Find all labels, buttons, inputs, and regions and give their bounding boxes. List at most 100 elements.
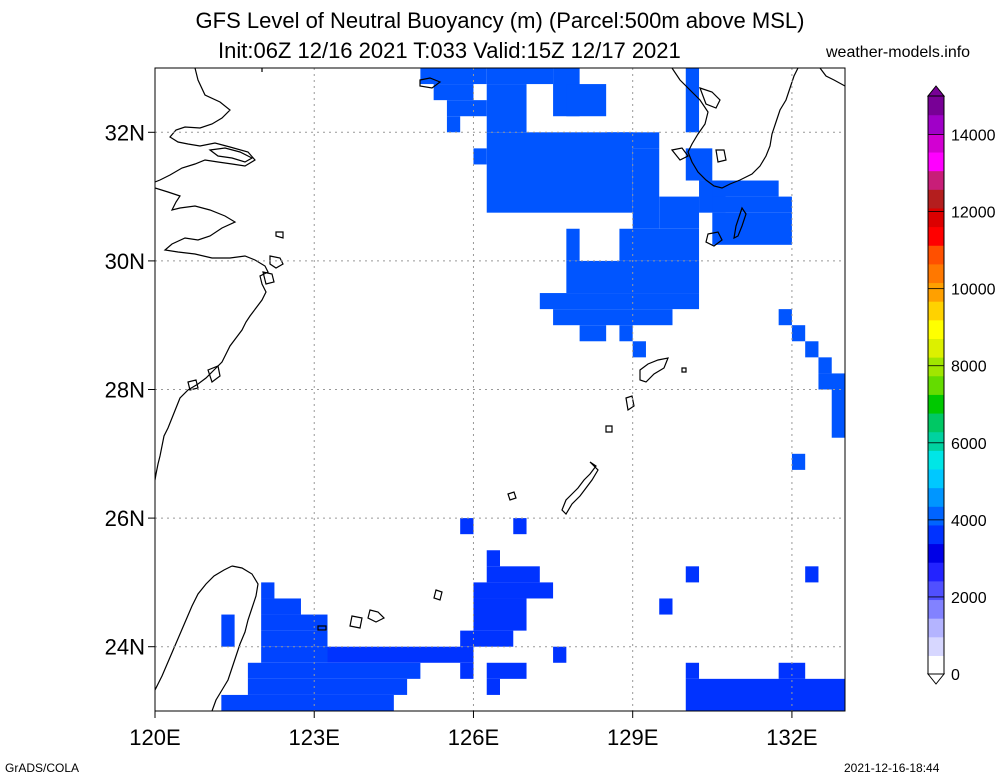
colorbar-segment bbox=[928, 114, 944, 134]
coastline-taiwan bbox=[155, 565, 259, 711]
island-iriomote bbox=[349, 615, 363, 629]
lon-tick-label: 123E bbox=[289, 725, 340, 750]
colorbar-segment bbox=[928, 263, 944, 284]
field-cell bbox=[553, 646, 567, 663]
colorbar-segment bbox=[928, 301, 944, 321]
field-cell bbox=[778, 309, 792, 326]
field-cell bbox=[446, 100, 487, 117]
lat-tick-label: 26N bbox=[105, 506, 145, 531]
axis-ticks: 120E 123E 126E 129E 132E 24N 26N 28N 30N 32N bbox=[105, 120, 818, 750]
field-cell bbox=[685, 148, 713, 181]
colorbar-segment bbox=[928, 468, 944, 489]
colorbar-min-arrow bbox=[926, 673, 946, 685]
coastline-kyushu-west bbox=[698, 87, 721, 109]
colorbar-segment bbox=[928, 133, 944, 153]
island-ishigaki bbox=[367, 609, 386, 623]
island-zhoushan-3 bbox=[275, 231, 284, 239]
field-cell bbox=[791, 325, 806, 342]
colorbar-segment bbox=[928, 618, 944, 638]
colorbar-segment bbox=[928, 226, 944, 246]
render-timestamp: 2021-12-16-18:44 bbox=[844, 761, 940, 775]
colorbar-segment bbox=[928, 394, 944, 414]
island-zhoushan-2 bbox=[262, 271, 275, 285]
map-title: GFS Level of Neutral Buoyancy (m) (Parce… bbox=[195, 8, 805, 33]
colorbar-segment bbox=[928, 487, 944, 507]
field-cell bbox=[566, 260, 700, 294]
colorbar: 0 2000 4000 6000 8000 10000 12000 14000 bbox=[926, 85, 996, 685]
island-kuchinoerabu bbox=[715, 149, 727, 163]
field-cell bbox=[473, 582, 554, 599]
field-cell bbox=[831, 389, 845, 438]
buoyancy-field bbox=[221, 68, 845, 727]
field-cell bbox=[221, 694, 394, 711]
field-cell bbox=[420, 68, 487, 85]
coastline-kyushu bbox=[671, 68, 799, 189]
island-okinoerabu bbox=[605, 425, 613, 433]
colorbar-segment bbox=[928, 338, 944, 358]
island-miyako bbox=[433, 589, 443, 601]
colorbar-segment bbox=[928, 189, 944, 209]
field-cell bbox=[486, 68, 554, 85]
colorbar-segment bbox=[928, 151, 944, 172]
map-subtitle: Init:06Z 12/16 2021 T:033 Valid:15Z 12/1… bbox=[218, 38, 681, 63]
colorbar-segment bbox=[928, 357, 944, 377]
colorbar-label: 14000 bbox=[951, 128, 996, 145]
lon-tick-label: 129E bbox=[607, 725, 658, 750]
field-cell bbox=[261, 598, 301, 615]
colorbar-segment bbox=[928, 319, 944, 339]
colorbar-segment bbox=[928, 375, 944, 395]
colorbar-segment bbox=[928, 636, 944, 656]
field-cell bbox=[460, 518, 474, 535]
colorbar-segment bbox=[928, 655, 944, 675]
field-cell bbox=[486, 566, 540, 583]
field-cell bbox=[685, 68, 700, 133]
island-tokunoshima bbox=[625, 395, 635, 412]
lon-tick-label: 120E bbox=[129, 725, 180, 750]
colorbar-segment bbox=[928, 506, 944, 526]
island-coast-1 bbox=[207, 365, 221, 383]
colorbar-segment bbox=[928, 543, 944, 563]
coastline-shikoku-edge bbox=[819, 68, 845, 87]
field-cell bbox=[712, 212, 792, 245]
colorbar-segment bbox=[928, 282, 944, 302]
island-koshiki bbox=[670, 147, 689, 161]
field-cell bbox=[659, 196, 700, 229]
coastlines bbox=[155, 68, 845, 711]
colorbar-max-arrow bbox=[926, 85, 946, 97]
colorbar-segment bbox=[928, 562, 944, 582]
island-zhoushan-1 bbox=[269, 255, 284, 269]
field-cell bbox=[327, 646, 474, 663]
field-cell bbox=[446, 116, 461, 133]
field-cell bbox=[460, 630, 514, 647]
field-cell bbox=[460, 662, 474, 679]
colorbar-label: 2000 bbox=[951, 590, 987, 607]
lon-tick-label: 132E bbox=[766, 725, 817, 750]
field-cell bbox=[539, 293, 700, 310]
colorbar-segment bbox=[928, 599, 944, 619]
colorbar-segment bbox=[928, 170, 944, 190]
colorbar-segment bbox=[928, 580, 944, 601]
island-coast-2 bbox=[187, 379, 199, 391]
coastline-korea bbox=[261, 68, 442, 89]
colorbar-label: 4000 bbox=[951, 513, 987, 530]
field-cell bbox=[778, 662, 806, 679]
field-cell bbox=[221, 614, 235, 647]
colorbar-segment bbox=[928, 96, 944, 116]
field-cell bbox=[659, 598, 673, 615]
field-cell bbox=[261, 646, 328, 663]
island-tanegashima bbox=[733, 206, 747, 240]
field-cell bbox=[619, 228, 700, 261]
field-cell bbox=[579, 325, 607, 342]
field-cell bbox=[486, 84, 527, 133]
field-cell bbox=[632, 148, 660, 229]
field-cell bbox=[513, 711, 619, 727]
field-cell bbox=[247, 678, 408, 695]
field-cell bbox=[247, 662, 421, 679]
software-credit: GrADS/COLA bbox=[5, 761, 80, 775]
field-cell bbox=[712, 180, 779, 197]
field-cell bbox=[818, 357, 832, 374]
field-cell bbox=[261, 630, 328, 647]
island-kume bbox=[507, 491, 517, 501]
lat-tick-label: 32N bbox=[105, 120, 145, 145]
colorbar-segment bbox=[928, 412, 944, 433]
